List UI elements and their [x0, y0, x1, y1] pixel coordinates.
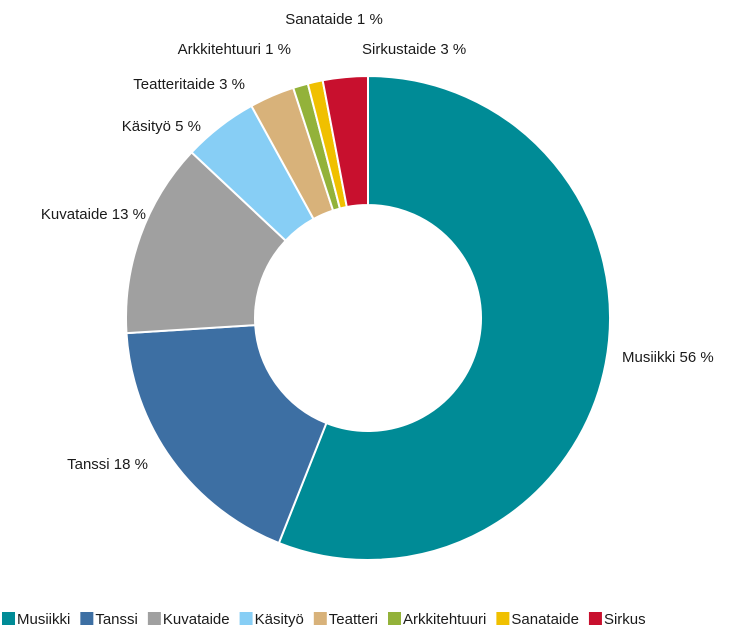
- legend-swatch: [80, 612, 94, 625]
- slice: [125, 150, 288, 335]
- legend-label: Tanssi: [95, 611, 138, 628]
- legend-label: Sirkus: [604, 611, 646, 628]
- data-label: Käsityö 5 %: [122, 118, 201, 135]
- data-label: Teatteritaide 3 %: [133, 76, 245, 93]
- legend-swatch: [588, 612, 602, 625]
- data-label: Sanataide 1 %: [285, 11, 383, 28]
- data-label: Kuvataide 13 %: [41, 206, 146, 223]
- legend-label: Teatteri: [329, 611, 378, 628]
- data-label: Tanssi 18 %: [67, 456, 148, 473]
- legend-swatch: [388, 612, 401, 625]
- slice: [277, 74, 611, 561]
- data-label: Musiikki 56 %: [622, 349, 714, 366]
- legend-label: Käsityö: [255, 611, 304, 628]
- legend-swatch: [313, 612, 327, 625]
- data-label: Arkkitehtuuri 1 %: [178, 41, 291, 58]
- legend-swatch: [2, 612, 15, 625]
- legend-label: Arkkitehtuuri: [403, 611, 486, 628]
- legend-swatch: [239, 612, 253, 625]
- legend-swatch: [496, 612, 510, 625]
- legend-label: Sanataide: [511, 611, 579, 628]
- slice: [125, 324, 328, 545]
- legend-swatch: [147, 612, 161, 625]
- slice: [321, 74, 369, 209]
- legend-label: Musiikki: [17, 611, 70, 628]
- legend-label: Kuvataide: [163, 611, 230, 628]
- data-label: Sirkustaide 3 %: [362, 41, 466, 58]
